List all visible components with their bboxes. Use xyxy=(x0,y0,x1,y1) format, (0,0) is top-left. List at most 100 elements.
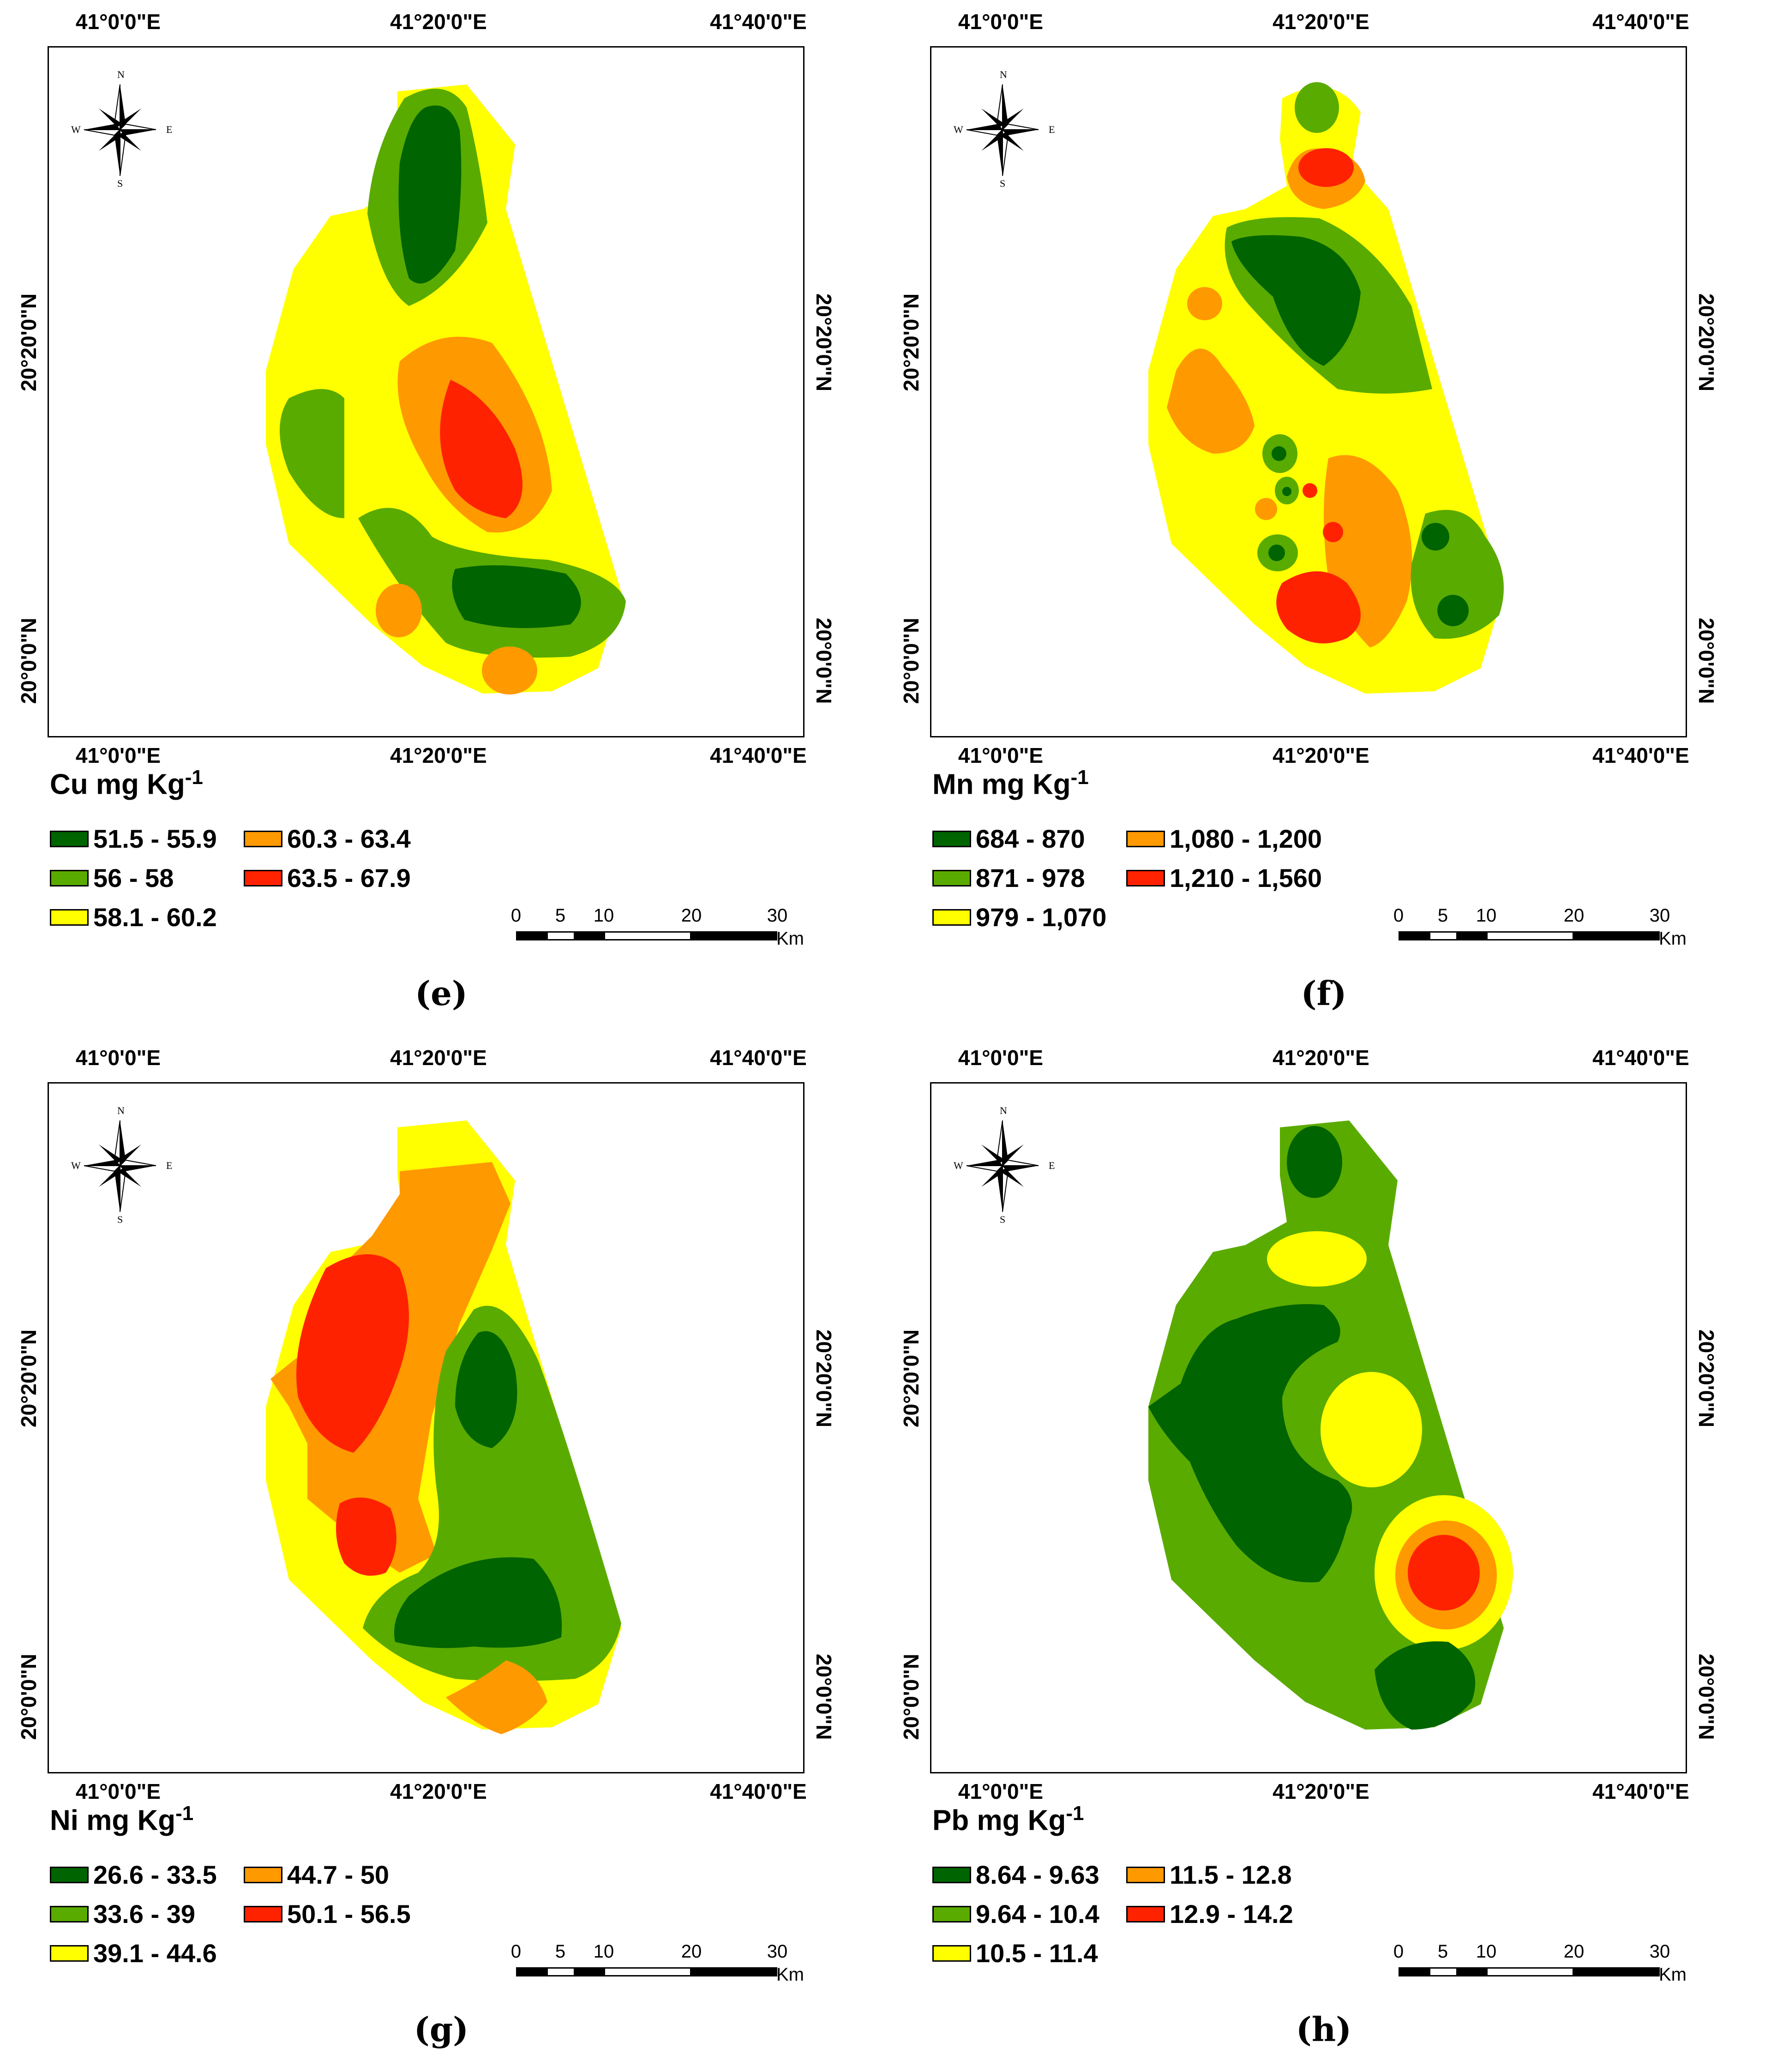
legend-swatch xyxy=(50,869,89,886)
compass-w: W xyxy=(954,1160,963,1171)
lat-label-left: 20°0'0"N xyxy=(17,1653,41,1740)
scale-tick: 20 xyxy=(1563,905,1585,926)
legend-swatch xyxy=(1126,869,1165,886)
compass-w: W xyxy=(71,1160,81,1171)
lon-label-bottom: 41°0'0"E xyxy=(958,1779,1044,1803)
legend-swatch xyxy=(244,1905,282,1922)
legend-swatch xyxy=(50,830,89,847)
legend-swatch xyxy=(932,1866,971,1883)
compass-s: S xyxy=(1000,1214,1005,1225)
legend-item: 63.5 - 67.9 xyxy=(244,863,411,893)
pb-zone xyxy=(1408,1535,1480,1611)
lat-label-right: 20°0'0"N xyxy=(812,617,836,704)
scale-tick: 10 xyxy=(593,1941,614,1962)
pb-zone xyxy=(1148,1304,1352,1582)
scale-tick: 0 xyxy=(1393,1941,1404,1962)
legend-item: 39.1 - 44.6 xyxy=(50,1938,217,1968)
lat-label-left: 20°0'0"N xyxy=(899,1653,923,1740)
legend-item: 56 - 58 xyxy=(50,863,174,893)
compass-n: N xyxy=(1000,1105,1007,1116)
scale-tick: 20 xyxy=(681,1941,702,1962)
scale-bar: 0 5 10 20 30 Km xyxy=(511,905,804,949)
ni-zone xyxy=(446,1660,547,1734)
figure-caption: (f) xyxy=(1301,974,1347,1013)
mn-zone xyxy=(1167,348,1255,454)
scale-unit: Km xyxy=(776,928,804,949)
mn-zone xyxy=(1255,498,1277,520)
legend-swatch xyxy=(932,830,971,847)
legend-item: 60.3 - 63.4 xyxy=(244,824,411,854)
legend-item: 979 - 1,070 xyxy=(932,902,1106,932)
mn-zone xyxy=(1276,571,1361,644)
ni-zone xyxy=(455,1331,517,1448)
compass-e: E xyxy=(166,1160,172,1171)
lat-label-right: 20°0'0"N xyxy=(1694,1653,1718,1740)
compass-w: W xyxy=(71,124,81,135)
mn-zone xyxy=(1437,595,1469,626)
scale-unit: Km xyxy=(1659,928,1687,949)
scale-tick: 0 xyxy=(510,1941,522,1962)
lon-label-top: 41°20'0"E xyxy=(390,10,487,34)
legend-item: 33.6 - 39 xyxy=(50,1899,195,1929)
lon-label-top: 41°40'0"E xyxy=(1592,1046,1689,1070)
legend-item: 50.1 - 56.5 xyxy=(244,1899,411,1929)
scale-tick: 30 xyxy=(767,1941,788,1962)
lon-label-top: 41°0'0"E xyxy=(958,10,1044,34)
compass-w: W xyxy=(954,124,963,135)
lat-label-right: 20°0'0"N xyxy=(812,1653,836,1740)
legend-item: 684 - 870 xyxy=(932,824,1085,854)
ni-zone xyxy=(336,1497,396,1576)
lat-label-right: 20°20'0"N xyxy=(812,293,836,392)
scale-tick: 5 xyxy=(555,1941,566,1962)
map-frame: N S W E xyxy=(930,46,1687,737)
cu-zone xyxy=(482,647,537,695)
map-panel-g: 41°0'0"E 41°20'0"E 41°40'0"E 41°0'0"E 41… xyxy=(0,1036,882,2072)
mn-zone xyxy=(1295,82,1339,133)
compass-e: E xyxy=(1049,1160,1055,1171)
legend-swatch xyxy=(932,1945,971,1962)
figure-caption: (h) xyxy=(1296,2010,1352,2049)
lon-label-bottom: 41°40'0"E xyxy=(710,1779,807,1803)
cu-zone xyxy=(440,380,522,518)
compass-s: S xyxy=(117,1214,123,1225)
map-panel-h: 41°0'0"E 41°20'0"E 41°40'0"E 41°0'0"E 41… xyxy=(882,1036,1765,2072)
legend-item: 10.5 - 11.4 xyxy=(932,1938,1098,1968)
lon-label-bottom: 41°40'0"E xyxy=(1592,1779,1689,1803)
legend-item: 58.1 - 60.2 xyxy=(50,902,217,932)
pb-zone xyxy=(1267,1231,1367,1287)
lat-label-right: 20°20'0"N xyxy=(812,1329,836,1428)
lat-label-left: 20°20'0"N xyxy=(17,293,41,392)
map-frame: N S W E xyxy=(930,1082,1687,1773)
scale-tick: 20 xyxy=(1563,1941,1585,1962)
scale-tick: 5 xyxy=(1437,905,1448,926)
lat-label-left: 20°0'0"N xyxy=(17,617,41,704)
figure-caption: (g) xyxy=(414,2010,469,2049)
lon-label-top: 41°20'0"E xyxy=(1273,1046,1369,1070)
scale-bar: 0 5 10 20 30 Km xyxy=(1393,1941,1687,1985)
scale-tick: 10 xyxy=(1476,905,1497,926)
legend-swatch xyxy=(932,1905,971,1922)
mn-zone xyxy=(1422,523,1449,551)
mn-zone xyxy=(1303,483,1317,498)
lon-label-top: 41°0'0"E xyxy=(75,1046,161,1070)
cu-zone xyxy=(452,565,581,628)
lat-label-left: 20°0'0"N xyxy=(899,617,923,704)
compass-n: N xyxy=(117,1105,125,1116)
legend-item: 871 - 978 xyxy=(932,863,1085,893)
lon-label-top: 41°0'0"E xyxy=(75,10,161,34)
scale-tick: 5 xyxy=(555,905,566,926)
lat-label-left: 20°20'0"N xyxy=(899,1329,923,1428)
cu-zone xyxy=(398,105,462,284)
lon-label-bottom: 41°0'0"E xyxy=(958,743,1044,767)
scale-tick: 20 xyxy=(681,905,702,926)
ni-zone xyxy=(394,1557,562,1648)
legend-swatch xyxy=(50,909,89,926)
map-frame: N S W E xyxy=(48,46,804,737)
legend-title: Pb mg Kg-1 xyxy=(932,1802,1084,1837)
lon-label-top: 41°40'0"E xyxy=(710,1046,807,1070)
lat-label-left: 20°20'0"N xyxy=(899,293,923,392)
legend-swatch xyxy=(50,1905,89,1922)
legend-item: 26.6 - 33.5 xyxy=(50,1860,217,1890)
lon-label-bottom: 41°0'0"E xyxy=(75,743,161,767)
lat-label-right: 20°20'0"N xyxy=(1694,293,1718,392)
